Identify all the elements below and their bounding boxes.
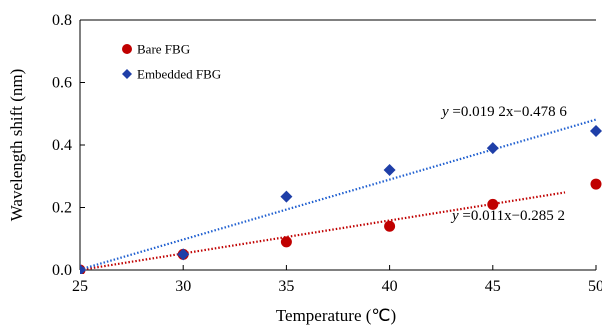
- y-axis-label: Wavelength shift (nm): [7, 69, 26, 222]
- data-point: [487, 198, 499, 210]
- data-point: [384, 220, 396, 232]
- legend-marker: [122, 69, 132, 79]
- x-axis-label: Temperature (℃): [276, 306, 396, 325]
- data-marks: y =0.011x−0.285 2 y =0.019 2x−0.478 6: [80, 104, 602, 274]
- x-tick-label: 50: [588, 278, 602, 295]
- data-point: [590, 124, 602, 137]
- x-tick-label: 45: [485, 278, 501, 295]
- data-point: [590, 178, 602, 190]
- trendline: [80, 191, 566, 272]
- legend-marker: [122, 44, 132, 54]
- series-bare-fbg: [80, 178, 602, 274]
- y-tick-label: 0.0: [52, 262, 72, 279]
- x-tick-label: 35: [278, 278, 294, 295]
- fit-equation: y =0.019 2x−0.478 6: [440, 104, 567, 120]
- x-tick-label: 30: [175, 278, 191, 295]
- legend-label: Embedded FBG: [137, 67, 221, 82]
- legend-label: Bare FBG: [137, 42, 190, 57]
- y-tick-label: 0.6: [52, 75, 72, 92]
- axes: 25 30 35 40 45 50 0.0 0.2 0.4 0.6 0.8: [52, 12, 602, 295]
- series-embedded-fbg: [80, 118, 602, 274]
- data-point: [486, 142, 499, 155]
- data-point: [280, 236, 292, 248]
- y-tick-label: 0.8: [52, 12, 72, 29]
- y-tick-label: 0.2: [52, 200, 72, 217]
- data-point: [280, 190, 293, 203]
- trendline: [80, 118, 597, 271]
- fit-equation: y =0.011x−0.285 2: [450, 208, 565, 224]
- data-point: [383, 164, 396, 176]
- y-tick-label: 0.4: [52, 137, 72, 154]
- x-tick-label: 25: [72, 278, 88, 295]
- x-tick-label: 40: [382, 278, 398, 295]
- legend: Bare FBG Embedded FBG: [122, 42, 221, 82]
- data-point: [80, 264, 86, 274]
- data-point: [177, 248, 190, 261]
